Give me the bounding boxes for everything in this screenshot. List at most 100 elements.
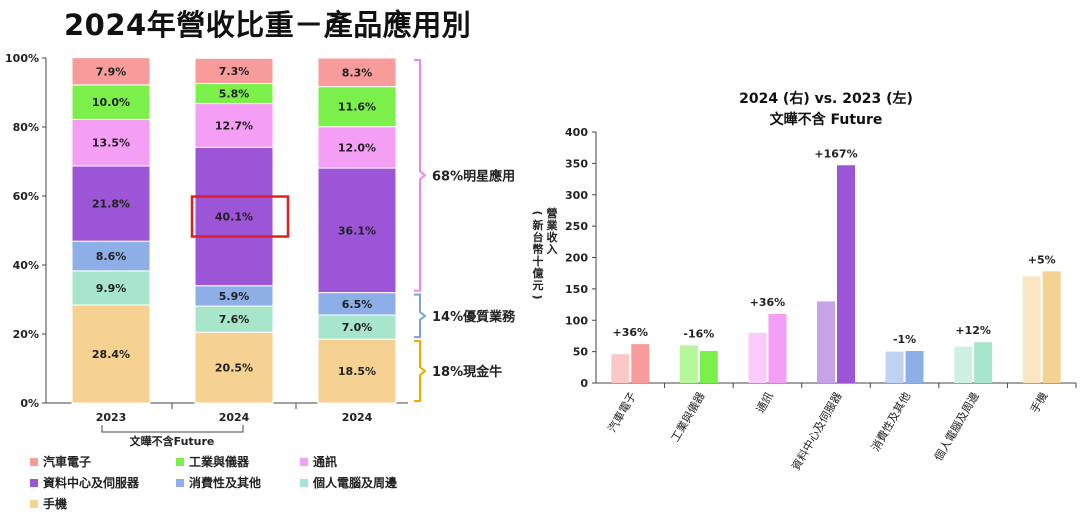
- right-y-tick-label: 100: [565, 314, 588, 327]
- right-chart-subtitle: 文曄不含 Future: [770, 111, 883, 128]
- legend-item-phone: 手機: [30, 495, 67, 512]
- right-x-tick-label: 消費性及其他: [868, 390, 913, 454]
- right-y-axis-title-char: 業: [546, 218, 559, 232]
- bar-segment-consumer: [71, 240, 151, 272]
- legend-swatch: [176, 457, 184, 466]
- left-y-tick-label: 20%: [13, 328, 39, 341]
- right-y-tick-label: 200: [565, 252, 588, 265]
- right-y-axis-title-char: 元: [533, 279, 544, 292]
- bar-data-label: 7.6%: [219, 313, 250, 326]
- left-x-tick-label: 2024: [342, 411, 373, 424]
- right-x-tick-label: 工業與儀器: [668, 390, 708, 445]
- legend-label: 通訊: [313, 455, 338, 469]
- bar-2024-phone: [1042, 271, 1061, 383]
- bar-2023-auto: [611, 354, 630, 383]
- legend-label: 資料中心及伺服器: [43, 476, 140, 490]
- right-y-tick-label: 350: [565, 157, 588, 170]
- bar-2024-datacenter: [837, 165, 855, 383]
- bracket-label: 14%優質業務: [432, 309, 516, 325]
- bar-data-label: 9.9%: [96, 282, 127, 295]
- right-y-axis-title-char: 台: [533, 230, 544, 244]
- bracket: [414, 340, 427, 402]
- bar-segment-auto: [194, 57, 274, 85]
- right-x-tick-label: 通訊: [753, 390, 776, 416]
- bar-segment-pc: [317, 314, 397, 340]
- bar-2024-pc: [974, 342, 993, 383]
- bar-segment-phone: [194, 331, 274, 404]
- left-x-tick-label: 2024: [219, 411, 250, 424]
- legend-swatch: [30, 499, 38, 508]
- legend-label: 消費性及其他: [189, 476, 262, 490]
- growth-label: +5%: [1028, 253, 1056, 266]
- growth-label: +167%: [814, 147, 857, 160]
- category-group-bracket: [101, 425, 244, 433]
- bar-2024-comm: [768, 313, 787, 383]
- growth-label: -1%: [893, 333, 916, 346]
- bar-2023-consumer: [885, 351, 904, 383]
- legend-label: 汽車電子: [43, 455, 92, 469]
- right-y-axis-title-char: ): [531, 294, 544, 299]
- right-x-tick-label: 汽車電子: [605, 390, 639, 435]
- legend-label: 個人電腦及周邊: [313, 476, 398, 490]
- bar-2023-comm: [748, 332, 767, 383]
- bar-2023-pc: [954, 346, 973, 383]
- bar-data-label: 8.3%: [342, 66, 373, 79]
- right-x-tick-label: 資料中心及伺服器: [788, 390, 844, 473]
- bar-data-label: 8.6%: [96, 250, 127, 263]
- bar-data-label: 20.5%: [215, 362, 253, 375]
- growth-label: +12%: [955, 324, 991, 337]
- growth-label: -16%: [683, 327, 714, 340]
- bar-segment-datacenter: [71, 165, 151, 242]
- page-title: 2024年營收比重－產品應用別: [64, 8, 472, 42]
- highlight-box: [190, 195, 290, 238]
- legend-item-auto: 汽車電子: [30, 453, 91, 470]
- bar-2024-auto: [631, 344, 650, 383]
- legend-item-comm: 通訊: [300, 453, 337, 470]
- legend-label: 手機: [43, 497, 68, 511]
- legend-label: 工業與儀器: [189, 455, 250, 469]
- bar-2023-industrial: [679, 345, 698, 383]
- left-x-tick-label: 2023: [96, 411, 127, 424]
- growth-label: +36%: [613, 326, 649, 339]
- bar-2023-datacenter: [817, 301, 835, 383]
- right-y-axis-title-char: 新: [533, 218, 544, 232]
- bar-segment-phone: [317, 338, 397, 404]
- right-y-axis-title-char: 十: [533, 254, 544, 268]
- right-y-tick-label: 150: [565, 283, 588, 296]
- bar-segment-industrial: [317, 86, 397, 128]
- bar-data-label: 18.5%: [338, 365, 376, 378]
- right-y-tick-label: 300: [565, 189, 588, 202]
- bar-data-label: 40.1%: [215, 211, 253, 224]
- bar-segment-pc: [71, 270, 151, 306]
- bracket-label: 68%明星應用: [432, 168, 515, 184]
- right-y-tick-label: 400: [565, 126, 588, 139]
- bar-segment-auto: [317, 57, 397, 88]
- bar-2023-phone: [1022, 276, 1041, 383]
- right-chart-title: 2024 (右) vs. 2023 (左): [739, 90, 913, 107]
- bar-data-label: 5.8%: [219, 88, 250, 101]
- right-y-tick-label: 250: [565, 220, 588, 233]
- right-x-tick-label: 個人電腦及周邊: [931, 389, 982, 463]
- bar-data-label: 12.7%: [215, 119, 253, 132]
- bar-data-label: 7.0%: [342, 321, 373, 334]
- right-y-axis-title-char: 億: [533, 266, 544, 280]
- legend-swatch: [30, 478, 38, 487]
- bar-2024-industrial: [699, 350, 718, 383]
- right-y-axis-title-char: 入: [547, 243, 558, 256]
- bar-data-label: 10.0%: [92, 96, 130, 109]
- right-y-axis-title-char: 營: [547, 206, 558, 220]
- bar-data-label: 7.9%: [96, 65, 127, 78]
- bar-data-label: 28.4%: [92, 348, 130, 361]
- bar-data-label: 11.6%: [338, 101, 376, 114]
- right-y-tick-label: 50: [573, 346, 589, 359]
- legend-swatch: [300, 457, 308, 466]
- bar-segment-industrial: [71, 84, 151, 120]
- bar-segment-datacenter: [317, 167, 397, 294]
- right-x-tick-label: 手機: [1027, 390, 1050, 416]
- bracket: [414, 293, 427, 339]
- bracket-label: 18%現金牛: [432, 364, 502, 380]
- left-y-tick-label: 0%: [20, 397, 39, 410]
- legend-swatch: [30, 457, 38, 466]
- legend-swatch: [176, 478, 184, 487]
